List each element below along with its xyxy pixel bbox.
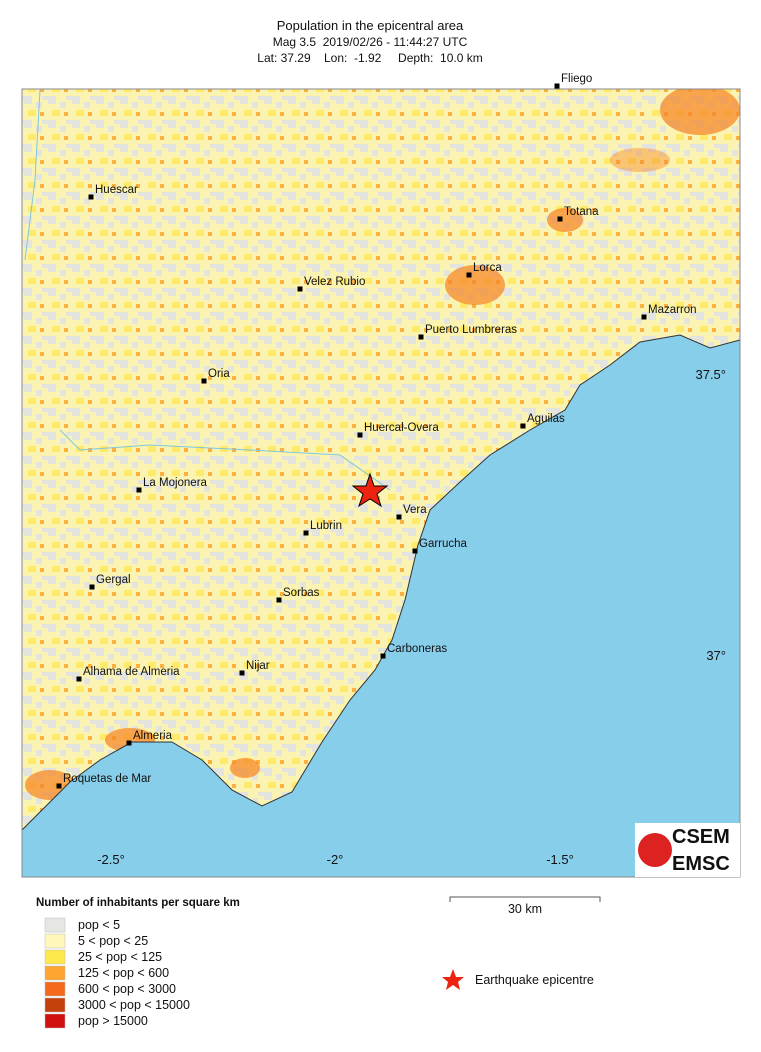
sea <box>22 334 740 877</box>
epicentre-star <box>351 472 389 508</box>
town-marker <box>126 740 132 746</box>
legend: pop < 5 5 < pop < 25 25 < pop < 125 125 < p… <box>44 917 190 1029</box>
scale-label: 30 km <box>508 902 542 916</box>
town-label: Lubrin <box>310 520 342 532</box>
town-marker <box>466 272 472 278</box>
town-label: Alhama de Almeria <box>83 666 180 678</box>
town-marker <box>56 783 62 789</box>
town-marker <box>239 670 245 676</box>
town-label: Oria <box>208 368 230 380</box>
legend-label: pop > 15000 <box>78 1014 148 1028</box>
legend-swatch <box>44 949 66 965</box>
town-label: Almeria <box>133 730 173 742</box>
town-marker <box>76 676 82 682</box>
legend-label: pop < 5 <box>78 918 120 932</box>
lat-label: 37° <box>706 648 726 663</box>
town-marker <box>554 83 560 89</box>
town-label: Huescar <box>95 184 138 196</box>
town-marker <box>418 334 424 340</box>
town-label: Puerto Lumbreras <box>425 324 517 336</box>
logo: CSEM EMSC <box>635 823 740 877</box>
title: Population in the epicentral area <box>277 18 464 33</box>
lon-label: -1.5° <box>546 852 574 867</box>
town-label: Sorbas <box>283 587 320 599</box>
legend-swatch <box>44 917 66 933</box>
town-marker <box>136 487 142 493</box>
town-marker <box>201 378 207 384</box>
town-marker <box>88 194 94 200</box>
town-label: Roquetas de Mar <box>63 773 151 785</box>
map-frame <box>21 88 741 878</box>
river <box>24 89 41 261</box>
logo-globe <box>638 833 672 867</box>
town-marker <box>357 432 363 438</box>
town-label: Carboneras <box>387 643 447 655</box>
town-marker <box>380 653 386 659</box>
town-label: Nijar <box>246 660 270 672</box>
town-label: La Mojonera <box>143 477 208 489</box>
river <box>59 429 391 491</box>
town-label: Mazarron <box>648 304 697 316</box>
town-marker <box>276 597 282 603</box>
lat-label: 37.5° <box>695 367 726 382</box>
town-label: Aguilas <box>527 413 565 425</box>
legend-swatch <box>44 981 66 997</box>
legend-label: 125 < pop < 600 <box>78 966 169 980</box>
town-label: Vera <box>403 504 427 516</box>
town-marker <box>557 216 563 222</box>
town-label: Gergal <box>96 574 131 586</box>
legend-label: 600 < pop < 3000 <box>78 982 176 996</box>
towns: Fliego Huescar Velez Rubio Lorca Totana Mazar… <box>56 73 697 789</box>
epicentre-label: Earthquake epicentre <box>475 973 594 987</box>
town-label: Lorca <box>473 262 502 274</box>
town-label: Totana <box>564 206 599 218</box>
legend-swatch <box>44 965 66 981</box>
legend-label: 25 < pop < 125 <box>78 950 162 964</box>
town-marker <box>641 314 647 320</box>
town-marker <box>89 584 95 590</box>
town-label: Huercal-Overa <box>364 422 439 434</box>
map-area <box>22 89 740 877</box>
legend-swatch <box>44 1013 66 1029</box>
town-marker <box>303 530 309 536</box>
town-marker <box>412 548 418 554</box>
town-label: Velez Rubio <box>304 276 365 288</box>
legend-title: Number of inhabitants per square km <box>36 897 240 909</box>
town-label: Garrucha <box>419 538 468 550</box>
legend-swatch <box>44 997 66 1013</box>
legend-label: 5 < pop < 25 <box>78 934 148 948</box>
subtitle: Mag 3.5 2019/02/26 - 11:44:27 UTC <box>273 35 468 49</box>
location: Lat: 37.29 Lon: -1.92 Depth: 10.0 km <box>257 51 482 65</box>
epicentre-legend-star <box>442 969 464 990</box>
town-label: Fliego <box>561 73 592 85</box>
logo-text: EMSC <box>672 853 730 875</box>
lon-label: -2.5° <box>97 852 125 867</box>
legend-swatch <box>44 933 66 949</box>
logo-text: CSEM <box>672 826 730 848</box>
lon-label: -2° <box>327 852 344 867</box>
scale-bar <box>449 896 601 902</box>
town-marker <box>520 423 526 429</box>
town-marker <box>396 514 402 520</box>
town-marker <box>297 286 303 292</box>
legend-label: 3000 < pop < 15000 <box>78 998 190 1012</box>
